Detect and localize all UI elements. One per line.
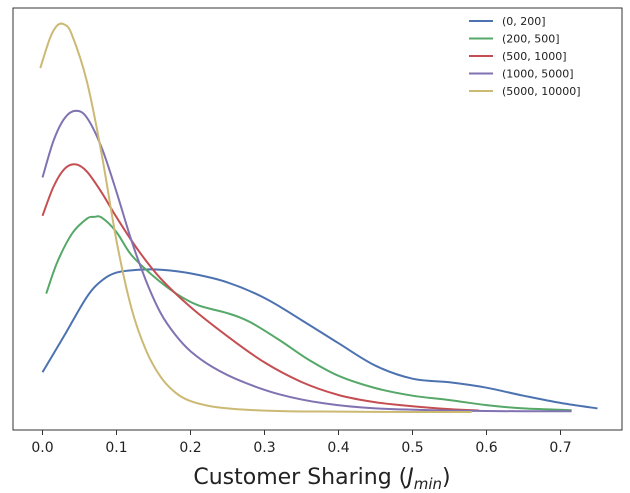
x-tick-label: 0.5 <box>401 440 423 456</box>
x-axis-title-var: J <box>403 465 414 490</box>
legend-label-4: (5000, 10000] <box>502 85 581 98</box>
legend: (0, 200] (200, 500] (500, 1000] (1000, 5000… <box>469 15 581 98</box>
series-line-3 <box>41 109 572 413</box>
plot-frame <box>12 7 623 431</box>
x-tick-label: 0.6 <box>475 440 497 456</box>
series-lines <box>39 22 598 414</box>
x-axis-title-main: Customer Sharing ( <box>193 465 407 490</box>
x-tick-label: 0.4 <box>327 440 349 456</box>
x-tick-label: 0.7 <box>549 440 571 456</box>
legend-label-1: (200, 500] <box>502 33 560 46</box>
series-line-1 <box>45 215 572 412</box>
legend-label-0: (0, 200] <box>502 15 546 28</box>
x-axis-title-close: ) <box>442 465 451 490</box>
series-line-0 <box>41 268 598 410</box>
x-tick-label: 0.3 <box>253 440 275 456</box>
legend-label-2: (500, 1000] <box>502 50 567 63</box>
x-axis: 0.0 0.1 0.2 0.3 0.4 0.5 0.6 0.7 <box>31 430 572 456</box>
x-tick-label: 0.2 <box>179 440 201 456</box>
x-tick-label: 0.0 <box>31 440 53 456</box>
x-tick-label: 0.1 <box>105 440 127 456</box>
x-axis-title: Customer Sharing (Jmin) <box>193 465 450 493</box>
series-line-4 <box>39 22 472 414</box>
x-axis-title-sub: min <box>414 475 442 493</box>
series-line-2 <box>41 163 480 412</box>
legend-label-3: (1000, 5000] <box>502 68 574 81</box>
